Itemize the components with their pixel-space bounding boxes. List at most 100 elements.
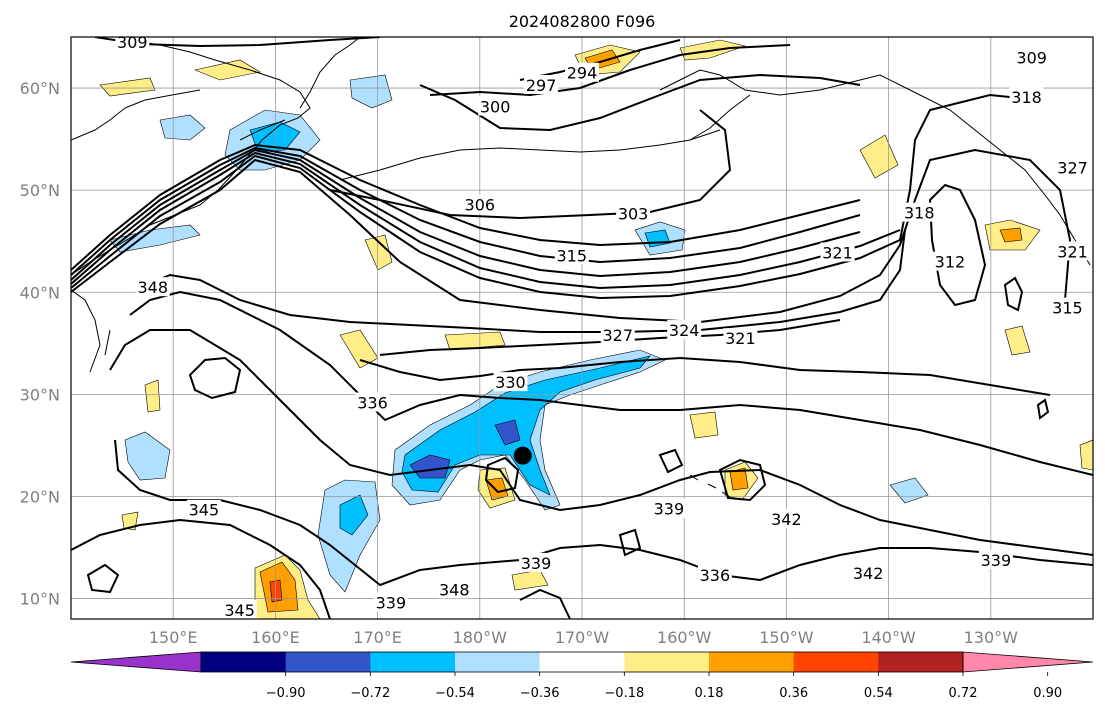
contour-label-bg: [373, 592, 408, 612]
colorbar-tick-label: −0.72: [350, 686, 390, 701]
blue-area-w: [124, 431, 171, 481]
contour-label: 336: [700, 566, 731, 585]
yellow-area-e3: [1004, 325, 1031, 356]
yellow-area-e4: [1079, 439, 1093, 471]
contour-label-bg: [932, 251, 967, 271]
lon-tick-label: 160°E: [251, 628, 300, 647]
contour-336: [129, 290, 1093, 476]
contour-loop-s: [519, 588, 571, 619]
contour-label-bg: [524, 74, 559, 94]
contour-318: [71, 93, 1041, 300]
contour-312: [71, 148, 861, 281]
japan-coastline: [71, 289, 111, 373]
colorbar-segment: [793, 652, 879, 672]
contour-label-bg: [115, 37, 150, 52]
coastlines: [71, 37, 1091, 498]
lon-tick-label: 170°E: [353, 628, 402, 647]
red-area-sw: [269, 579, 283, 603]
contour-label: 303: [618, 205, 649, 224]
yellow-area-cn: [444, 331, 506, 351]
contour-324: [144, 229, 906, 333]
contour-label-bg: [1050, 297, 1085, 317]
contour-label-bg: [667, 320, 702, 340]
contour-label-bg: [851, 563, 886, 583]
yellow-area-nw: [99, 77, 156, 97]
contour-label-bg: [1009, 87, 1044, 107]
contour-labels: 309 294 297 300 306 303 315 321 318 312 309 318 327 3…: [115, 33, 1090, 641]
colorbar-segment: [201, 652, 287, 672]
contour-330: [359, 356, 1051, 396]
map-area: 309 294 297 300 306 303 315 321 318 312 309 318 327 3…: [71, 33, 1093, 641]
contour-306-a: [71, 143, 861, 271]
contour-label-bg: [600, 325, 635, 345]
colorbar-tick-label: 0.54: [864, 686, 893, 701]
blue-area-nw2: [159, 114, 206, 141]
colorbar-tick-label: −0.18: [604, 686, 644, 701]
contour-label: 336: [357, 394, 388, 413]
lat-tick-label: 60°N: [20, 79, 60, 98]
lat-tick-label: 30°N: [20, 385, 60, 404]
lon-tick-label: 150°E: [149, 628, 198, 647]
alaska-coastline: [659, 69, 1091, 266]
contour-label: 339: [521, 554, 552, 573]
contour-label: 294: [567, 64, 598, 83]
orange-area-center: [485, 477, 509, 501]
colorbar-tick-label: −0.36: [520, 686, 560, 701]
contour-label: 339: [654, 500, 685, 519]
lon-tick-label: 180°W: [453, 628, 508, 647]
contour-label-bg: [1055, 157, 1090, 177]
contour-label: 345: [1022, 622, 1053, 641]
colorbar-tick-label: 0.90: [1033, 686, 1062, 701]
contour-loop-ne-2: [1003, 276, 1024, 312]
lon-tick-label: 170°W: [555, 628, 610, 647]
contour-339: [109, 329, 1093, 556]
yellow-area-se: [689, 411, 719, 439]
colorbar-segment: [285, 652, 371, 672]
colorbar-segment: [455, 652, 541, 672]
contour-loop-sw: [86, 563, 120, 594]
graticule: [71, 37, 1093, 619]
contour-label-bg: [1020, 621, 1054, 640]
contour-label: 306: [465, 195, 496, 214]
lat-tick-label: 50°N: [20, 181, 60, 200]
contour-297: [429, 44, 791, 97]
contour-label-bg: [723, 328, 758, 348]
contour-label: 330: [495, 373, 526, 392]
colorbar-segment: [370, 652, 456, 672]
colorbar-segment: [539, 652, 625, 672]
contour-label: 348: [137, 278, 168, 297]
aleutian-chain: [339, 129, 721, 181]
lon-tick-label: 140°W: [861, 628, 916, 647]
contour-loop-e-small: [1036, 398, 1050, 420]
contour-label-bg: [478, 96, 513, 116]
contour-label: 309: [117, 33, 148, 52]
contour-label: 318: [904, 204, 935, 223]
contour-label: 300: [480, 97, 511, 116]
contour-label-bg: [697, 565, 732, 585]
contour-label: 297: [526, 76, 557, 95]
map-frame: [70, 36, 1094, 620]
contour-label: 309: [1016, 48, 1047, 67]
contour-label-bg: [616, 203, 651, 223]
contour-label-bg: [1055, 241, 1090, 261]
contour-label-bg: [769, 508, 804, 528]
contour-label-bg: [565, 62, 599, 82]
colorbar-tick-label: 0.18: [695, 686, 724, 701]
blue-area-central-deep: [409, 419, 521, 479]
colorbar-tick-label: 0.36: [779, 686, 808, 701]
contour-loop-center: [484, 456, 520, 494]
contour-342-loop-s: [618, 528, 642, 557]
contour-label: 345: [224, 601, 255, 620]
contour-348-loop: [188, 356, 242, 400]
colorbar-extend-low: [70, 651, 202, 673]
lat-tick-label: 20°N: [20, 487, 60, 506]
contour-label-bg: [222, 599, 257, 619]
colorbar-tick-label: 0.72: [949, 686, 978, 701]
contour-label: 321: [725, 329, 756, 348]
contour-345: [71, 518, 331, 619]
contour-label-bg: [186, 499, 221, 519]
contour-label: 321: [1057, 242, 1088, 261]
yellow-area-mid: [364, 234, 393, 271]
